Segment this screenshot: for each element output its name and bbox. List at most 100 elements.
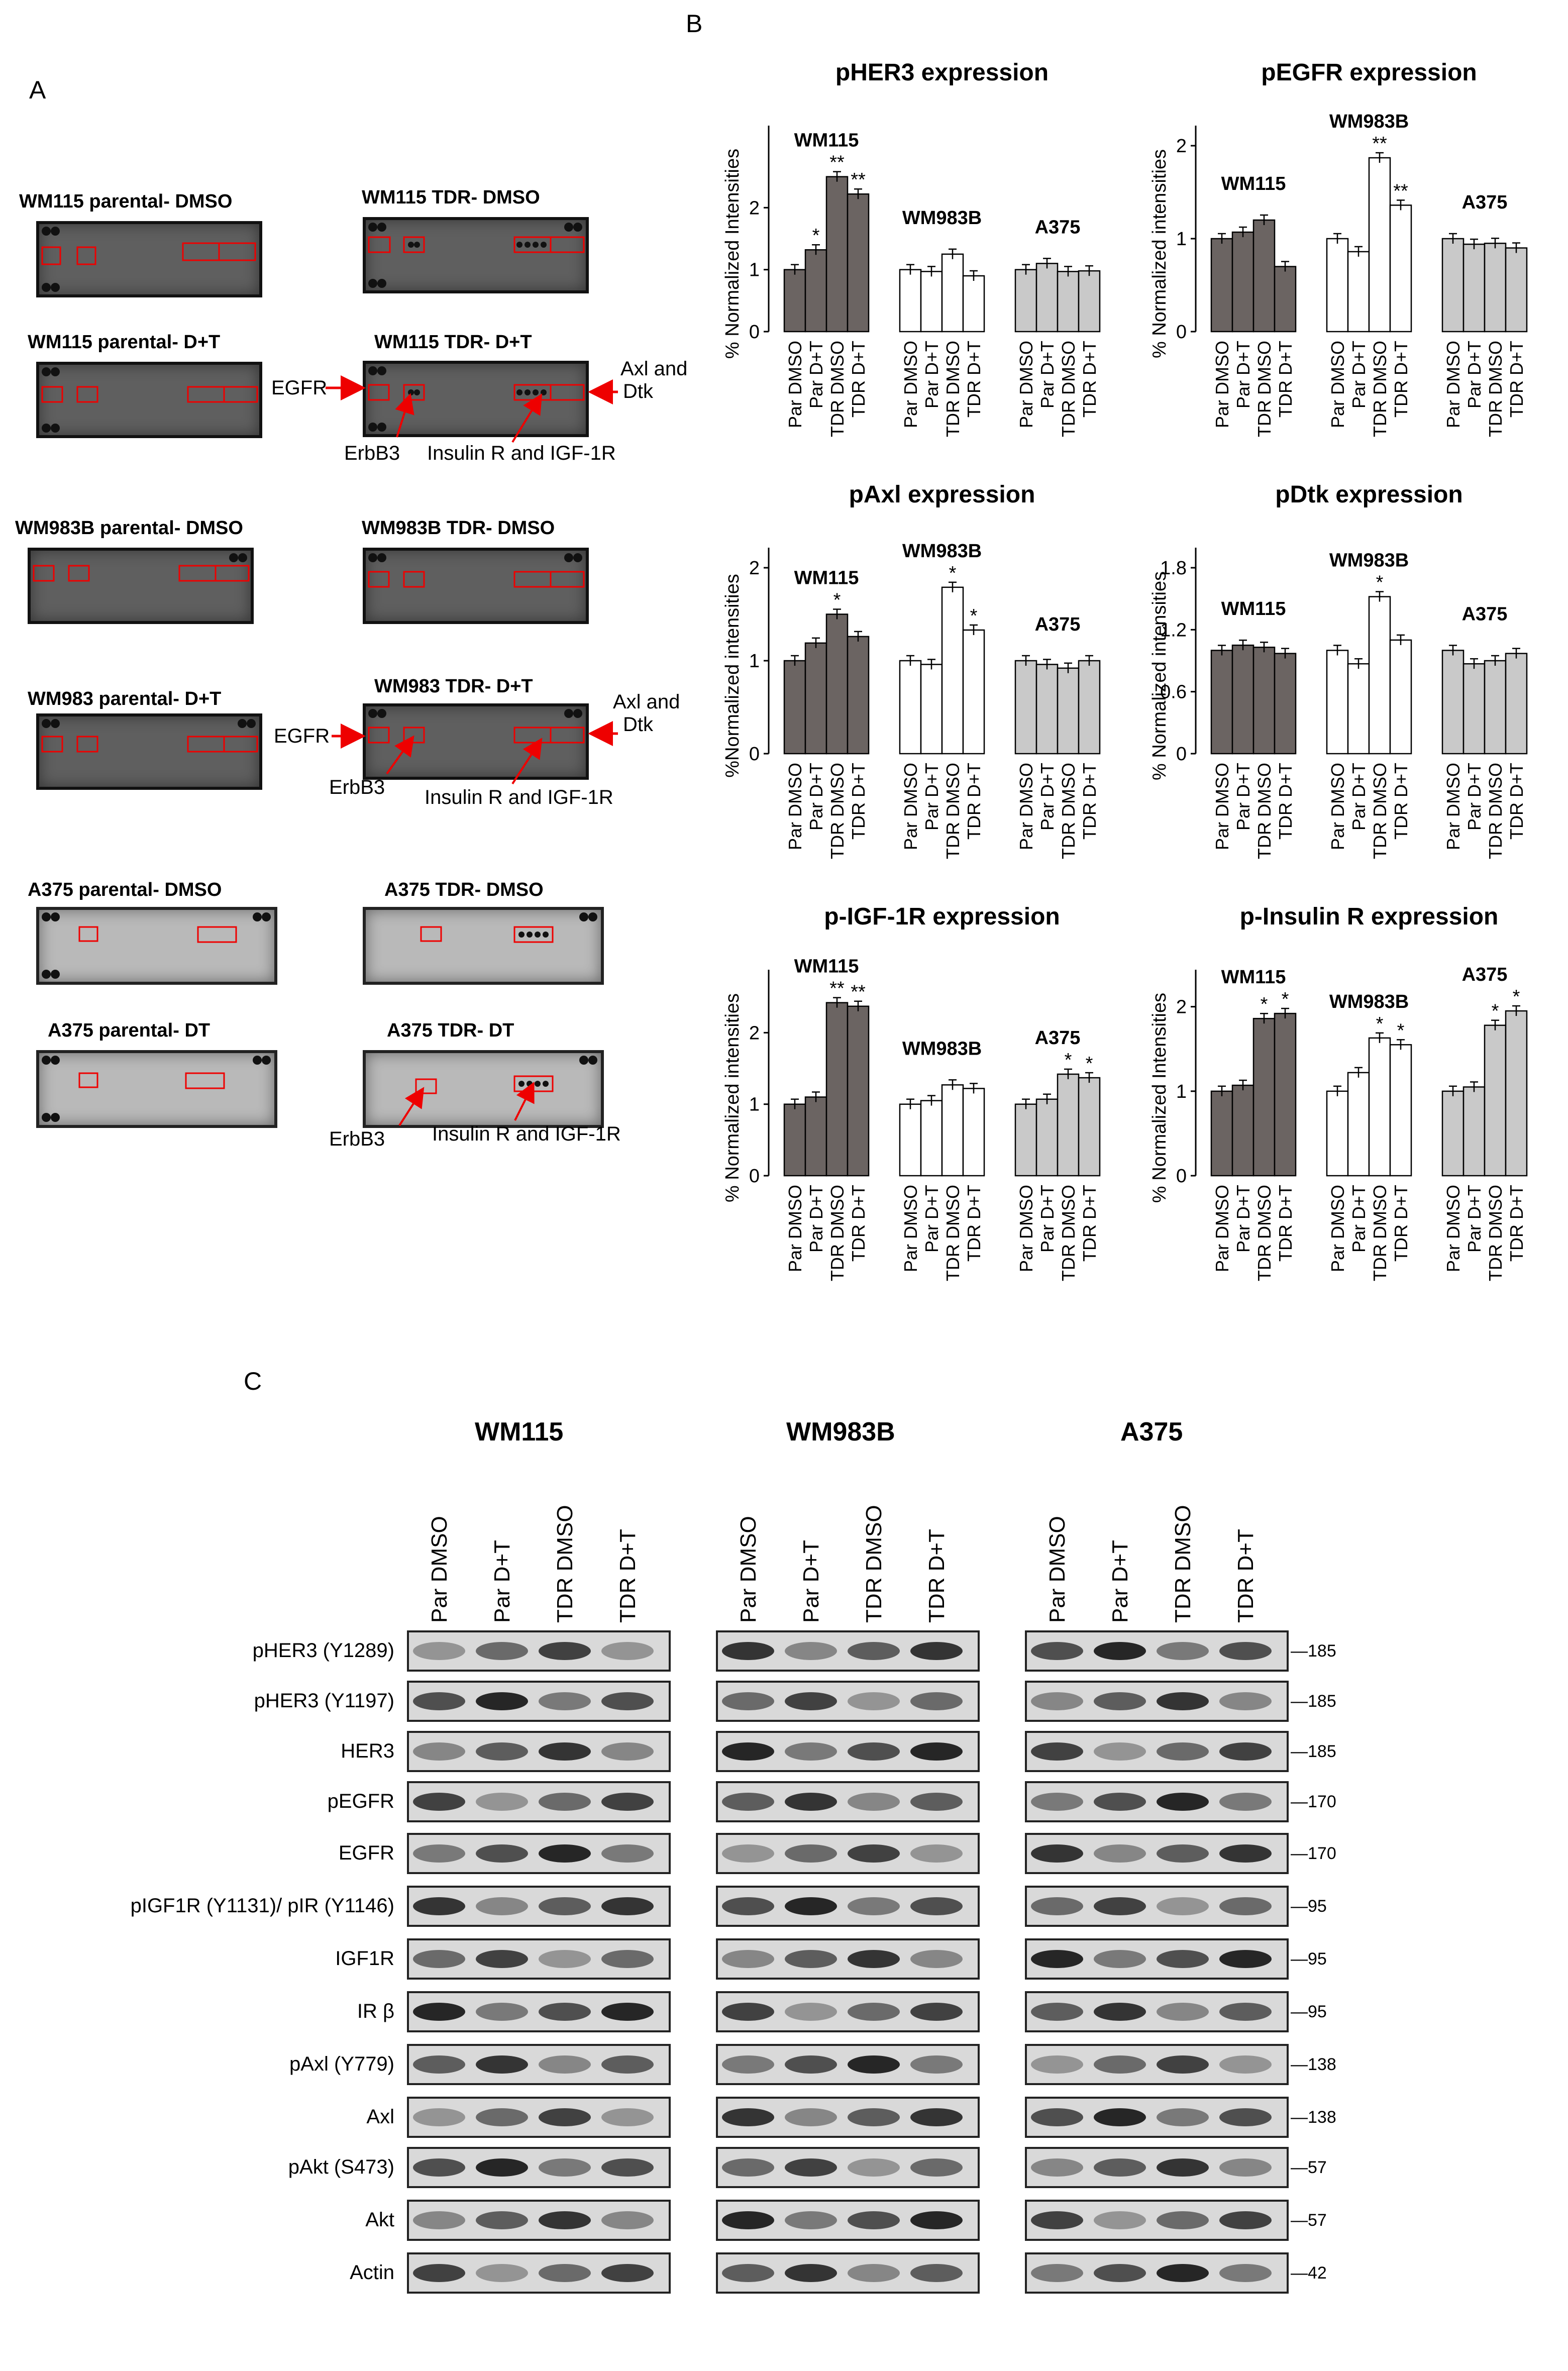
significance-star: * <box>812 225 820 246</box>
blot-bands <box>722 2003 963 2021</box>
bar <box>1057 1073 1080 1177</box>
y-tick-label: 0 <box>749 744 760 765</box>
x-tick-label: Par DMSO <box>1443 1185 1464 1272</box>
blot-bands <box>1031 2003 1272 2021</box>
blot-band <box>476 1844 528 1863</box>
blot-strip <box>1025 1781 1289 1822</box>
blot-band <box>1219 2108 1272 2126</box>
lane-label: Par DMSO <box>427 1516 452 1623</box>
array-label: WM983 parental- D+T <box>28 688 222 709</box>
blot-bands <box>722 1950 963 1968</box>
x-tick-label: TDR DMSO <box>1058 341 1079 437</box>
x-tick-label: Par DMSO <box>900 763 921 850</box>
x-tick-label: Par D+T <box>1464 763 1485 831</box>
blot-band <box>1094 2211 1146 2229</box>
blot-band <box>539 1793 591 1811</box>
blot-row-label: pHER3 (Y1197) <box>254 1690 394 1712</box>
series-label: WM115 <box>1221 598 1286 620</box>
x-tick-label: TDR DMSO <box>1058 763 1079 859</box>
molecular-weight-marker: —95 <box>1291 2002 1327 2021</box>
y-tick-label: 0 <box>1176 322 1187 343</box>
erbb3-annotation: ErbB3 <box>344 442 400 464</box>
y-tick-label: 0 <box>749 322 760 343</box>
blot-band <box>413 2003 465 2021</box>
blot-band <box>1219 1742 1272 1761</box>
x-tick-label: Par DMSO <box>1327 1185 1348 1272</box>
blot-strip <box>1025 1681 1289 1722</box>
blot-band <box>1219 1897 1272 1915</box>
blot-band <box>539 2158 591 2177</box>
series-label: A375 <box>1462 964 1508 985</box>
array-label: WM115 parental- D+T <box>28 332 221 353</box>
x-tick-label: Par D+T <box>1037 341 1058 408</box>
blot-band <box>539 2211 591 2229</box>
blot-strip <box>1025 2252 1289 2294</box>
bar <box>847 1005 870 1177</box>
blot-bands <box>413 1793 654 1811</box>
blot-band <box>1094 1950 1146 1968</box>
blot-band <box>1157 1950 1209 1968</box>
bar <box>1368 157 1391 333</box>
lane-label: Par D+T <box>490 1539 514 1623</box>
x-tick-label: TDR DMSO <box>1485 1185 1506 1281</box>
chart-title: pEGFR expression <box>1261 59 1477 86</box>
blot-strip <box>1025 1991 1289 2032</box>
blot-bands <box>722 2264 963 2282</box>
blot-strip <box>407 1731 671 1772</box>
blot-bands <box>413 2264 654 2282</box>
blot-band <box>539 2003 591 2021</box>
blot-bands <box>1031 1950 1272 1968</box>
blot-band <box>848 1950 900 1968</box>
x-tick-label: TDR D+T <box>1391 341 1411 418</box>
blot-bands <box>413 1742 654 1761</box>
chart-title: pHER3 expression <box>835 59 1049 86</box>
x-tick-label: TDR D+T <box>1079 341 1100 418</box>
blot-band <box>1157 2055 1209 2074</box>
x-tick-label: TDR D+T <box>964 1185 984 1262</box>
bar <box>783 660 806 755</box>
blot-bands <box>1031 1844 1272 1863</box>
molecular-weight-marker: —170 <box>1291 1844 1336 1863</box>
array-spots <box>41 227 256 292</box>
blot-band <box>1031 1897 1083 1915</box>
bar <box>1441 1090 1465 1177</box>
blot-band <box>785 1742 837 1761</box>
blot-band <box>722 1742 774 1761</box>
blot-strip <box>716 1938 980 1980</box>
blot-band <box>910 1844 963 1863</box>
blot-bands <box>413 2158 654 2177</box>
axl-annotation: Axl and <box>613 691 680 713</box>
y-axis-label: % Normalized Intensities <box>722 149 743 359</box>
blot-bands <box>413 2108 654 2126</box>
blot-strip <box>407 1630 671 1672</box>
bar <box>1231 231 1255 333</box>
series-label: WM983B <box>902 1038 982 1059</box>
significance-star: * <box>1065 1050 1072 1071</box>
x-tick-label: Par D+T <box>1037 1185 1058 1253</box>
blot-band <box>1219 1950 1272 1968</box>
molecular-weight-marker: —185 <box>1291 1692 1336 1711</box>
series-label: A375 <box>1035 217 1081 238</box>
blot-band <box>910 1742 963 1761</box>
x-tick-label: TDR DMSO <box>827 341 848 437</box>
array-label: A375 parental- DMSO <box>28 879 222 900</box>
blot-band <box>413 1950 465 1968</box>
x-tick-label: TDR D+T <box>1506 1185 1527 1262</box>
blot-band <box>722 1692 774 1710</box>
erbb3-annotation: ErbB3 <box>329 776 385 798</box>
molecular-weight-marker: —42 <box>1291 2263 1327 2283</box>
blot-band <box>722 1950 774 1968</box>
blot-band <box>413 2211 465 2229</box>
blot-band <box>601 1897 654 1915</box>
blot-band <box>1157 2158 1209 2177</box>
array-label: WM115 parental- DMSO <box>19 191 233 212</box>
blot-band <box>910 2055 963 2074</box>
blot-band <box>476 2158 528 2177</box>
blot-row-label: IR β <box>357 2000 394 2022</box>
blot-band <box>722 1897 774 1915</box>
significance-star: * <box>970 605 978 627</box>
x-tick-label: Par DMSO <box>1016 341 1036 428</box>
blot-bands <box>413 1692 654 1710</box>
blot-band <box>476 2211 528 2229</box>
bar <box>1274 653 1297 755</box>
